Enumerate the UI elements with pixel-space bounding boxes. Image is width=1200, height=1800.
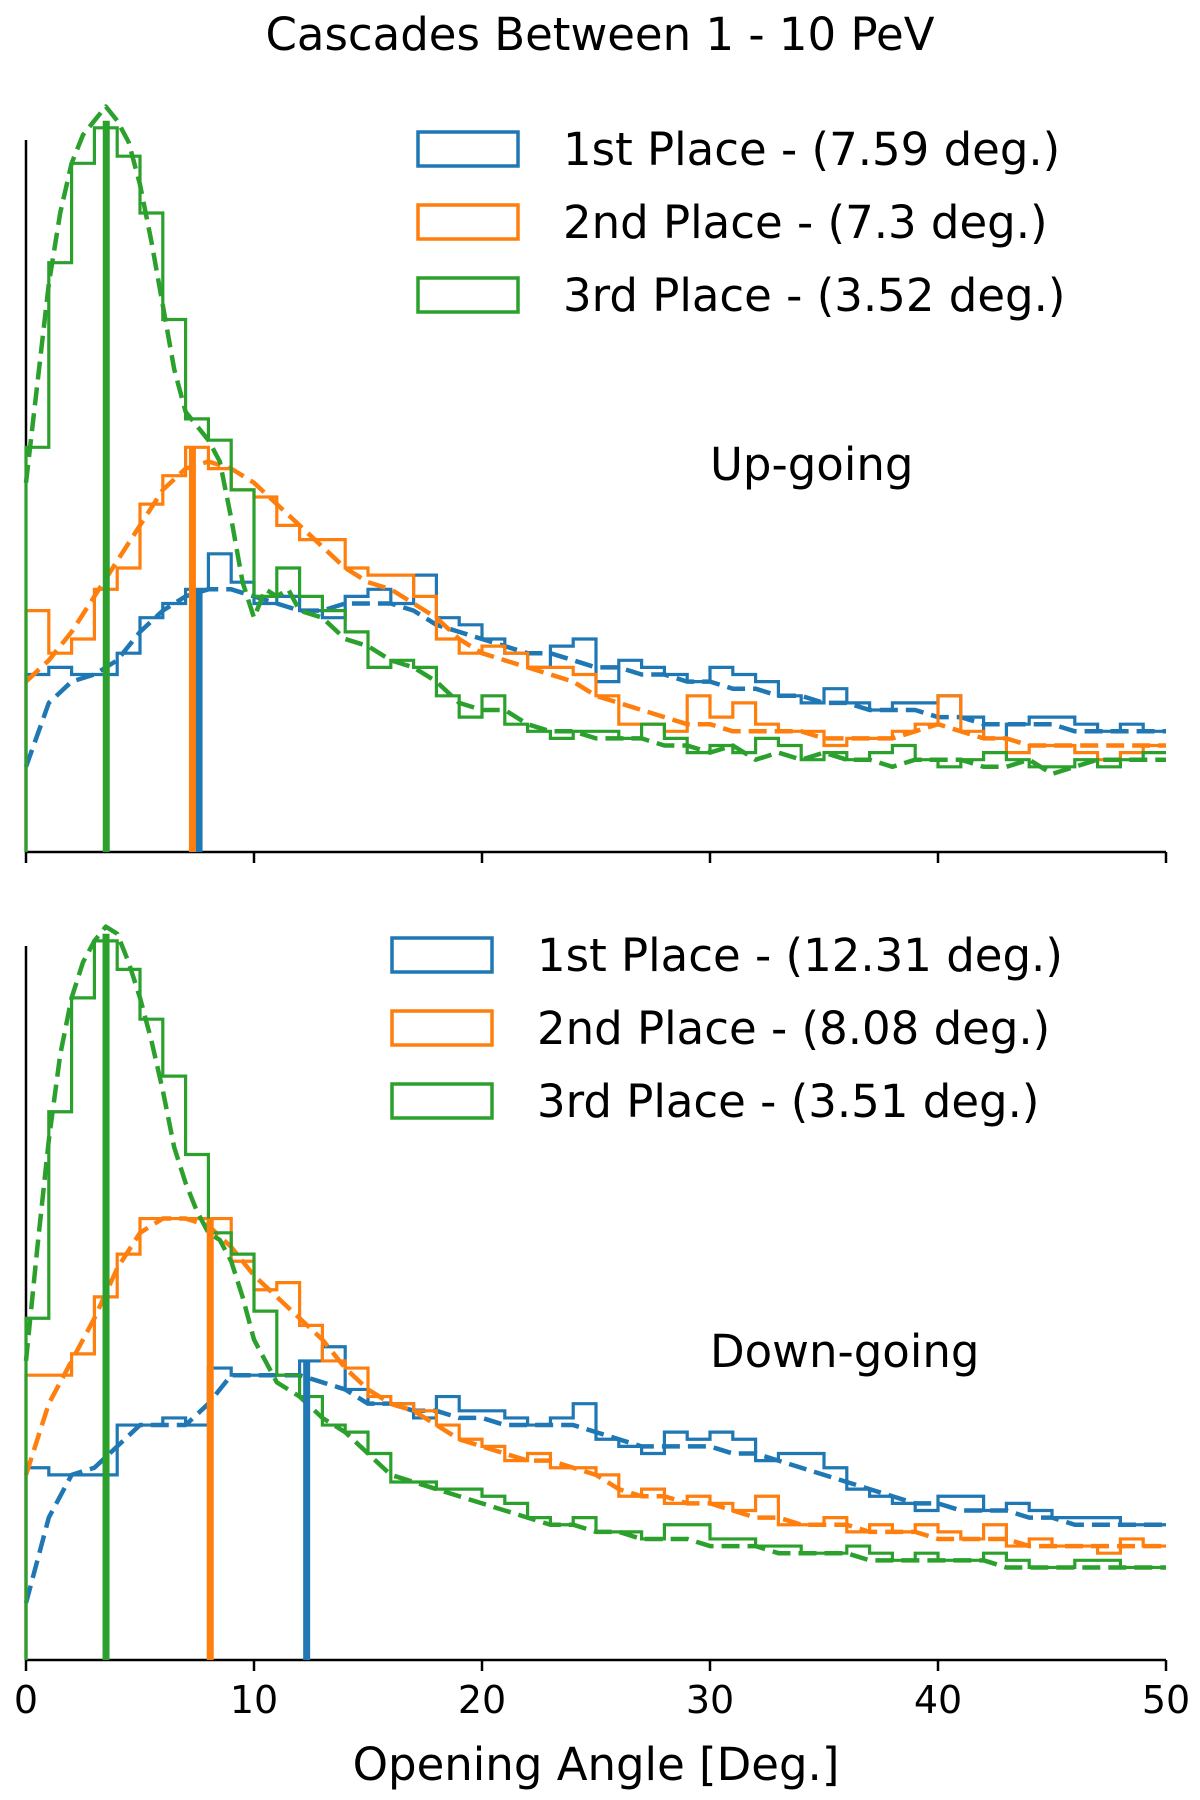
legend-swatch-2	[390, 1009, 494, 1047]
upgoing-panel: 1st Place - (7.59 deg.) 2nd Place - (7.3 …	[23, 104, 1168, 863]
legend-swatch-3	[390, 1082, 494, 1120]
x-tick-label: 50	[1142, 1678, 1190, 1722]
legend-swatch-1	[390, 936, 494, 974]
x-tick-label: 40	[914, 1678, 962, 1722]
legend-label-1: 1st Place - (12.31 deg.)	[537, 929, 1063, 982]
x-tick-label: 20	[458, 1678, 506, 1722]
x-tick-label: 30	[686, 1678, 734, 1722]
x-axis-label: Opening Angle [Deg.]	[353, 1738, 840, 1791]
histogram-series-2	[24, 445, 1166, 852]
fit-series-3	[23, 924, 1166, 1570]
panel-annotation: Down-going	[710, 1325, 979, 1378]
fit-series-1	[23, 1372, 1166, 1604]
panel-annotation: Up-going	[710, 438, 913, 491]
legend-swatch-2	[416, 203, 520, 241]
x-tick-label: 0	[14, 1678, 38, 1722]
x-tick-label: 10	[230, 1678, 278, 1722]
legend-label-3: 3rd Place - (3.51 deg.)	[537, 1075, 1039, 1128]
legend-swatch-3	[416, 276, 520, 314]
fit-series-3	[23, 104, 1166, 777]
histogram-series-3	[24, 126, 1166, 852]
legend-label-1: 1st Place - (7.59 deg.)	[563, 123, 1060, 176]
fit-series-1	[23, 587, 1166, 768]
legend-label-2: 2nd Place - (8.08 deg.)	[537, 1002, 1050, 1055]
legend-label-3: 3rd Place - (3.52 deg.)	[563, 269, 1065, 322]
downgoing-panel: 0 10 20 30 40 50 1st Place - (12.31 deg.) 2nd P…	[14, 924, 1190, 1722]
chart-title: Cascades Between 1 - 10 PeV	[265, 8, 934, 61]
histogram-series-1	[24, 1345, 1166, 1660]
fit-series-2	[23, 1216, 1166, 1549]
legend-label-2: 2nd Place - (7.3 deg.)	[563, 196, 1048, 249]
fit-series-2	[24, 459, 1166, 748]
legend-swatch-1	[416, 130, 520, 168]
